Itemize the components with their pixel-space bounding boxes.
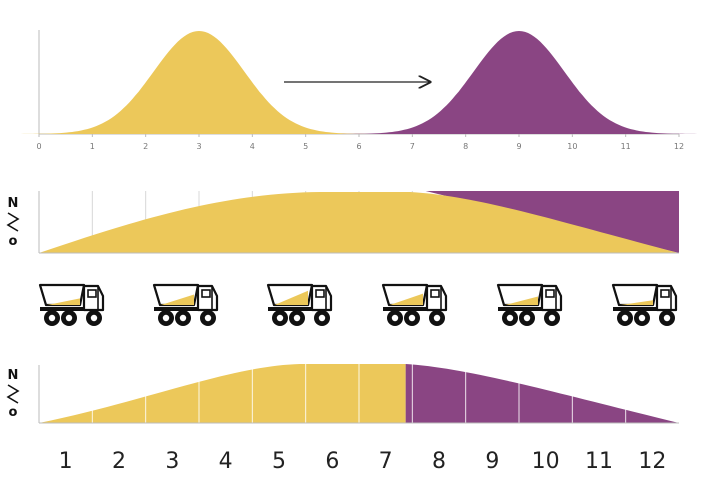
x-tick-label: 11	[621, 142, 631, 151]
x-tick-label: 12	[674, 142, 684, 151]
x-tick-label: 10	[567, 142, 577, 151]
y-label-top: N	[8, 196, 19, 211]
initial-area	[39, 192, 679, 253]
y-zigzag-icon	[6, 384, 20, 404]
truck-row	[38, 283, 678, 326]
dump-truck-icon	[381, 283, 448, 326]
x-tick-label: 3	[165, 449, 179, 474]
x-tick-label: 10	[532, 449, 560, 474]
x-tick-label: 0	[36, 142, 41, 151]
x-tick-labels: 1 2 3 4 5 6 7 8 9 10 11 12	[59, 449, 667, 474]
x-tick-label: 5	[303, 142, 308, 151]
x-tick-label: 7	[410, 142, 415, 151]
x-tick-label: 9	[516, 142, 521, 151]
truck-load	[274, 290, 308, 305]
x-tick-label: 2	[143, 142, 148, 151]
dump-truck-icon	[496, 283, 563, 326]
dump-truck-icon	[266, 283, 333, 326]
distribution-chart: 0 1 2 3 4 5 6 7 8 9 10 11 12	[17, 30, 701, 151]
x-tick-label: 4	[250, 142, 255, 151]
x-tick-label: 8	[463, 142, 468, 151]
x-tick-label: 11	[585, 449, 613, 474]
y-label-bottom: o	[9, 405, 18, 420]
final-distribution-curve	[337, 31, 701, 134]
y-label-bottom: o	[9, 234, 18, 249]
y-zigzag-icon	[6, 212, 20, 232]
initial-area	[39, 364, 406, 423]
initial-distribution-curve	[17, 31, 381, 134]
x-tick-label: 3	[196, 142, 201, 151]
x-tick-label: 2	[112, 449, 126, 474]
x-tick-label: 1	[59, 449, 73, 474]
x-tick-label: 6	[325, 449, 339, 474]
x-tick-labels: 0 1 2 3 4 5 6 7 8 9 10 11 12	[36, 134, 684, 151]
y-label-top: N	[8, 368, 19, 383]
x-tick-label: 5	[272, 449, 286, 474]
x-tick-label: 7	[379, 449, 393, 474]
x-tick-label: 12	[638, 449, 666, 474]
dump-truck-icon	[152, 283, 219, 326]
x-tick-label: 1	[90, 142, 95, 151]
column-grid	[91, 364, 627, 423]
x-tick-label: 8	[432, 449, 446, 474]
final-area	[405, 364, 679, 423]
haul-chart: N o	[6, 191, 679, 254]
truck-load	[620, 300, 653, 305]
dump-truck-icon	[38, 283, 105, 326]
x-tick-label: 4	[219, 449, 233, 474]
balance-chart: N o 1 2 3 4 5 6 7 8 9 10 11 12	[6, 364, 679, 474]
x-tick-label: 9	[485, 449, 499, 474]
dump-truck-icon	[611, 283, 678, 326]
truck-load	[160, 294, 194, 305]
x-tick-label: 6	[356, 142, 361, 151]
